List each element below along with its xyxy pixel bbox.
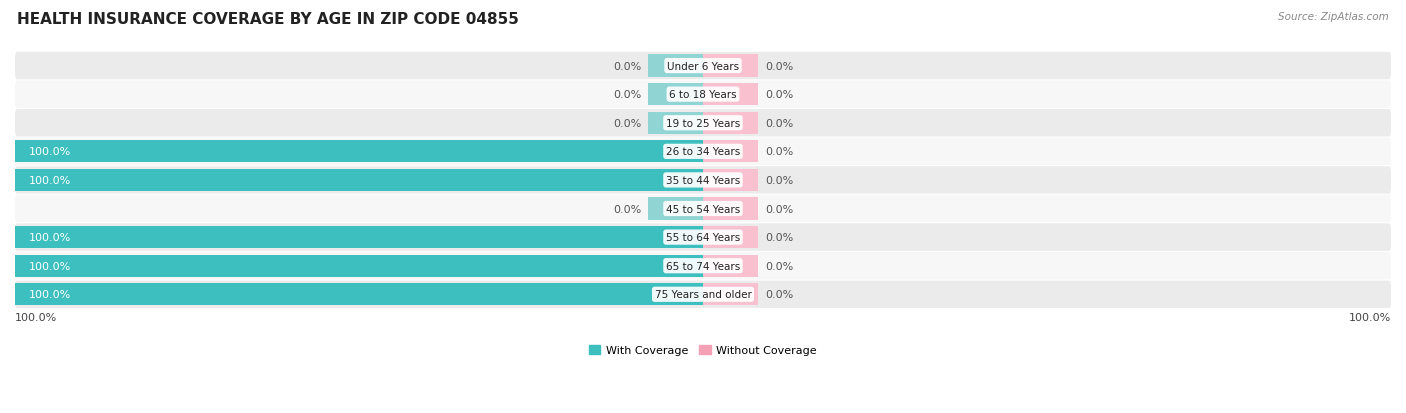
Bar	[703, 141, 758, 163]
Legend: With Coverage, Without Coverage: With Coverage, Without Coverage	[585, 341, 821, 360]
Text: 0.0%: 0.0%	[765, 147, 793, 157]
FancyBboxPatch shape	[15, 110, 1391, 137]
FancyBboxPatch shape	[15, 167, 1391, 194]
Bar	[703, 283, 758, 306]
Text: 35 to 44 Years: 35 to 44 Years	[666, 176, 740, 185]
Text: 100.0%: 100.0%	[28, 261, 72, 271]
Text: 19 to 25 Years: 19 to 25 Years	[666, 119, 740, 128]
Bar	[15, 283, 703, 306]
Text: 0.0%: 0.0%	[765, 204, 793, 214]
Text: 0.0%: 0.0%	[765, 119, 793, 128]
Bar	[648, 112, 703, 135]
Text: Under 6 Years: Under 6 Years	[666, 62, 740, 71]
Text: 0.0%: 0.0%	[765, 233, 793, 242]
Text: 65 to 74 Years: 65 to 74 Years	[666, 261, 740, 271]
Bar	[15, 169, 703, 192]
Text: 26 to 34 Years: 26 to 34 Years	[666, 147, 740, 157]
FancyBboxPatch shape	[15, 281, 1391, 308]
Text: 6 to 18 Years: 6 to 18 Years	[669, 90, 737, 100]
Text: 0.0%: 0.0%	[765, 290, 793, 299]
Text: 100.0%: 100.0%	[28, 233, 72, 242]
Text: 55 to 64 Years: 55 to 64 Years	[666, 233, 740, 242]
Bar	[648, 198, 703, 220]
Text: 75 Years and older: 75 Years and older	[655, 290, 751, 299]
Text: 0.0%: 0.0%	[613, 62, 641, 71]
Bar	[703, 112, 758, 135]
FancyBboxPatch shape	[15, 53, 1391, 80]
Text: 0.0%: 0.0%	[765, 176, 793, 185]
Text: 100.0%: 100.0%	[28, 290, 72, 299]
Text: 100.0%: 100.0%	[15, 312, 58, 322]
Text: 100.0%: 100.0%	[28, 176, 72, 185]
Text: HEALTH INSURANCE COVERAGE BY AGE IN ZIP CODE 04855: HEALTH INSURANCE COVERAGE BY AGE IN ZIP …	[17, 12, 519, 27]
Bar	[15, 255, 703, 277]
FancyBboxPatch shape	[15, 224, 1391, 251]
Text: 100.0%: 100.0%	[1348, 312, 1391, 322]
Bar	[703, 169, 758, 192]
Text: 0.0%: 0.0%	[613, 204, 641, 214]
Bar	[703, 55, 758, 78]
Text: 0.0%: 0.0%	[613, 90, 641, 100]
Text: 0.0%: 0.0%	[765, 261, 793, 271]
Bar	[648, 55, 703, 78]
Text: 0.0%: 0.0%	[765, 62, 793, 71]
Bar	[703, 255, 758, 277]
Text: Source: ZipAtlas.com: Source: ZipAtlas.com	[1278, 12, 1389, 22]
Text: 45 to 54 Years: 45 to 54 Years	[666, 204, 740, 214]
FancyBboxPatch shape	[15, 138, 1391, 166]
Text: 0.0%: 0.0%	[765, 90, 793, 100]
Bar	[703, 226, 758, 249]
Text: 100.0%: 100.0%	[28, 147, 72, 157]
FancyBboxPatch shape	[15, 195, 1391, 223]
FancyBboxPatch shape	[15, 81, 1391, 109]
Bar	[15, 226, 703, 249]
FancyBboxPatch shape	[15, 252, 1391, 280]
Bar	[703, 198, 758, 220]
Bar	[648, 84, 703, 106]
Bar	[703, 84, 758, 106]
Bar	[15, 141, 703, 163]
Text: 0.0%: 0.0%	[613, 119, 641, 128]
